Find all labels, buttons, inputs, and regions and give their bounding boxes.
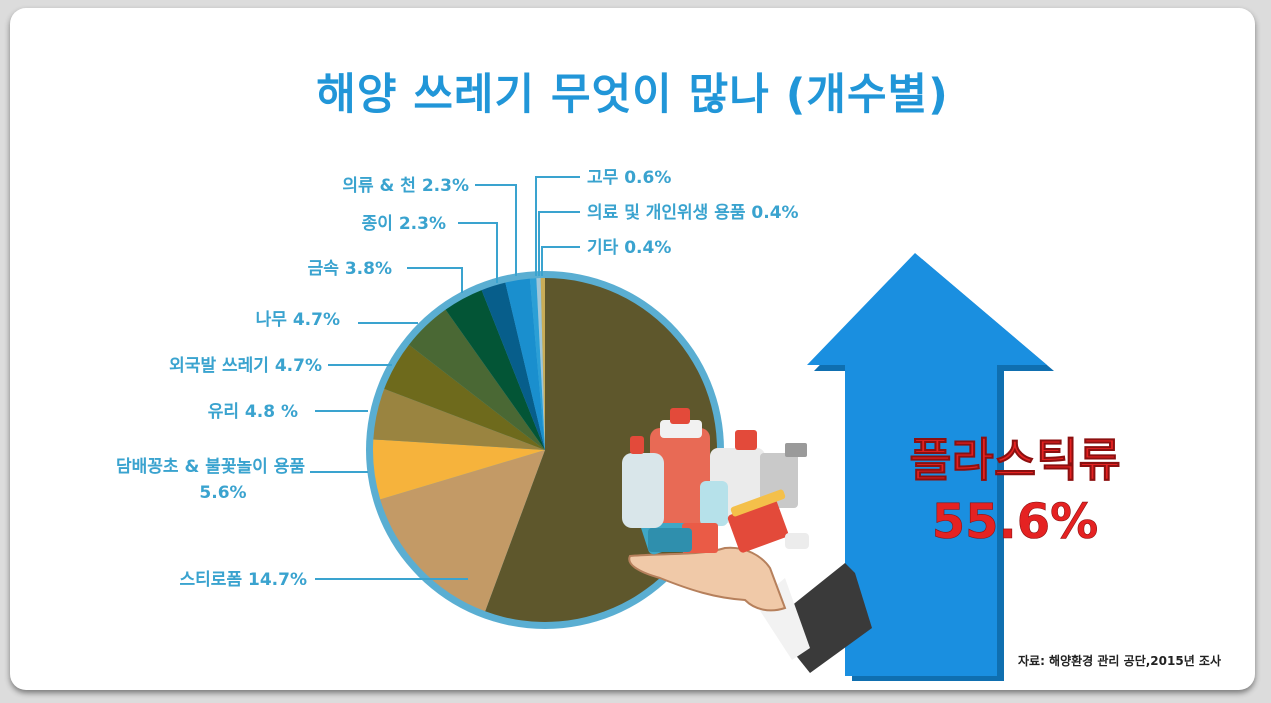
label-other: 기타 0.4% xyxy=(587,238,671,258)
label-cigarette-value: 5.6% xyxy=(199,483,246,503)
label-paper: 종이 2.3% xyxy=(362,214,446,234)
label-medical: 의료 및 개인위생 용품 0.4% xyxy=(587,203,799,223)
pie-slice-8 xyxy=(505,278,545,450)
chart-canvas: 스티로폼 14.7% 담배꽁초 & 불꽃놀이 용품 5.6% 유리 4.8 % … xyxy=(116,168,1121,681)
hand-with-plastics-illustration xyxy=(622,408,872,673)
leader-line-paper xyxy=(458,222,498,283)
label-wood: 나무 4.7% xyxy=(256,310,340,330)
pie-slice-1 xyxy=(380,450,545,612)
pie-slice-2 xyxy=(372,439,545,500)
slice-labels: 스티로폼 14.7% 담배꽁초 & 불꽃놀이 용품 5.6% 유리 4.8 % … xyxy=(116,168,799,590)
pie-slice-7 xyxy=(481,282,545,450)
up-arrow-icon xyxy=(807,253,1054,681)
pie-slice-3 xyxy=(373,388,545,450)
leader-line-clothing xyxy=(475,184,517,276)
pie-slice-5 xyxy=(409,309,545,450)
label-cigarette: 담배꽁초 & 불꽃놀이 용품 xyxy=(116,457,305,477)
label-foreign: 외국발 쓰레기 4.7% xyxy=(169,356,322,376)
label-styrofoam: 스티로폼 14.7% xyxy=(180,570,307,590)
label-rubber: 고무 0.6% xyxy=(587,168,671,188)
pie-slice-4 xyxy=(384,344,545,450)
infographic-card: 해양 쓰레기 무엇이 많나 (개수별) 스티로폼 14.7% 담배꽁초 & 불꽃 xyxy=(10,8,1255,690)
leader-lines xyxy=(310,176,580,580)
pie-slice-6 xyxy=(445,290,545,450)
pie-chart xyxy=(366,271,724,629)
pie-slice-10 xyxy=(536,278,545,450)
bottle-icon xyxy=(700,481,728,526)
pie-slice-11 xyxy=(540,277,545,450)
highlight-category: 플라스틱류 xyxy=(909,433,1121,487)
bottle-icon xyxy=(622,453,664,528)
page-title: 해양 쓰레기 무엇이 많나 (개수별) xyxy=(316,70,949,120)
label-metal: 금속 3.8% xyxy=(308,259,392,279)
leader-line-medical xyxy=(538,211,580,276)
highlight-callout: 플라스틱류 55.6% xyxy=(909,433,1121,551)
pie-slice-9 xyxy=(529,278,545,450)
bottle-icon xyxy=(650,428,710,523)
lid-icon xyxy=(648,528,692,552)
label-glass: 유리 4.8 % xyxy=(208,402,298,422)
leader-line-rubber xyxy=(535,176,580,276)
label-clothing: 의류 & 천 2.3% xyxy=(342,176,469,196)
leader-line-other xyxy=(541,246,580,276)
highlight-value: 55.6% xyxy=(932,494,1099,550)
leader-line-metal xyxy=(407,267,463,293)
source-note: 자료: 해양환경 관리 공단,2015년 조사 xyxy=(1018,654,1221,668)
